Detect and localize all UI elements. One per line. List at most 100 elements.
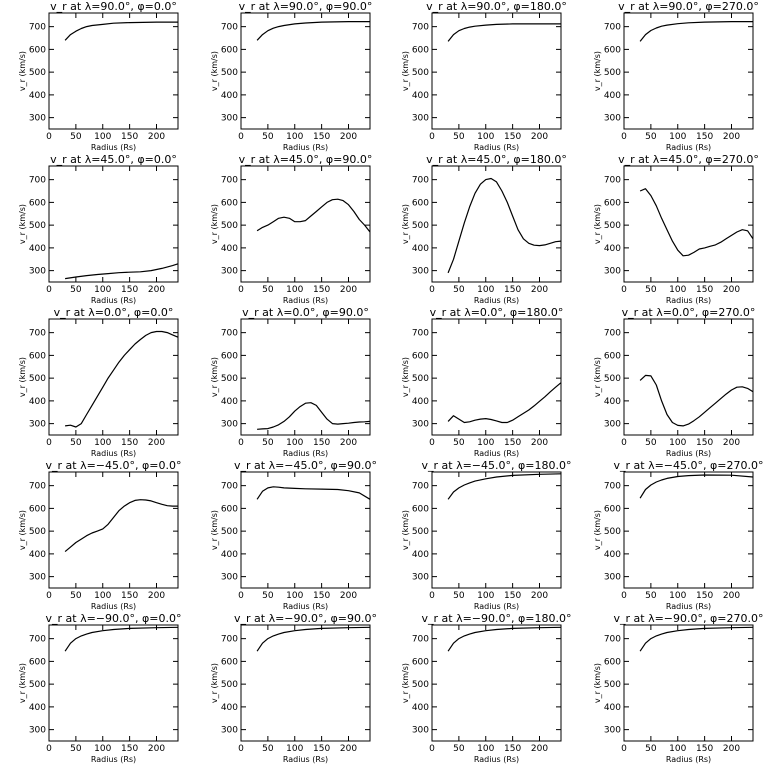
x-tick-label: 200: [723, 285, 740, 295]
x-axis-label: Radius (Rs): [283, 755, 328, 764]
x-tick-label: 100: [669, 132, 686, 142]
x-tick-label: 200: [723, 744, 740, 754]
x-tick-label: 200: [340, 591, 357, 601]
y-tick-label: 300: [604, 420, 621, 430]
x-tick-label: 0: [46, 591, 52, 601]
panel-title: v_r at λ=45.0°, φ=270.0°: [618, 153, 759, 166]
x-tick-label: 0: [621, 285, 627, 295]
y-axis-label: v_r (km/s): [593, 357, 602, 397]
y-axis-label: v_r (km/s): [401, 51, 410, 91]
plot-frame: [431, 624, 562, 742]
y-axis-label: v_r (km/s): [18, 663, 27, 703]
y-tick-label: 300: [604, 267, 621, 277]
y-tick-label: 600: [29, 198, 46, 208]
x-tick-label: 0: [238, 591, 244, 601]
series-line-1: [447, 23, 561, 42]
y-tick-label: 700: [604, 23, 621, 33]
x-tick-label: 100: [94, 438, 111, 448]
x-tick-label: 150: [313, 132, 330, 142]
y-tick-label: 600: [29, 657, 46, 667]
x-tick-label: 0: [429, 285, 435, 295]
y-tick-label: 500: [221, 680, 238, 690]
x-tick-label: 0: [621, 438, 627, 448]
plot-frame: [431, 471, 562, 589]
y-tick-label: 700: [604, 482, 621, 492]
x-tick-label: 50: [645, 132, 657, 142]
x-tick-label: 100: [286, 744, 303, 754]
y-tick-label: 700: [29, 329, 46, 339]
panel-11: v_r at λ=0.0°, φ=180.0° 0 50 100 150 200 300 40…: [401, 306, 563, 458]
x-tick-label: 100: [94, 591, 111, 601]
x-axis-label: Radius (Rs): [666, 602, 711, 611]
panel-title: v_r at λ=−90.0°, φ=180.0°: [422, 612, 572, 625]
x-tick-label: 100: [669, 744, 686, 754]
x-axis-label: Radius (Rs): [474, 602, 519, 611]
plot-frame: [240, 165, 371, 283]
panel-title: v_r at λ=−90.0°, φ=0.0°: [46, 612, 182, 625]
plot-frame: [240, 12, 371, 130]
y-axis-label: v_r (km/s): [593, 51, 602, 91]
y-tick-label: 600: [412, 45, 429, 55]
x-tick-label: 50: [70, 285, 82, 295]
y-tick-label: 400: [221, 550, 238, 560]
series-line-1: [639, 374, 754, 427]
x-tick-label: 200: [340, 744, 357, 754]
panel-9: v_r at λ=0.0°, φ=0.0° 0 50 100 150 200 300 400 5…: [18, 306, 179, 458]
y-tick-label: 300: [221, 114, 238, 124]
x-tick-label: 150: [696, 132, 713, 142]
x-tick-label: 150: [504, 132, 521, 142]
x-tick-label: 150: [696, 591, 713, 601]
panel-12: v_r at λ=0.0°, φ=270.0° 0 50 100 150 200 300 40…: [593, 306, 755, 458]
y-tick-label: 600: [604, 198, 621, 208]
y-tick-label: 400: [221, 397, 238, 407]
series-line-1: [256, 21, 370, 41]
panel-7: v_r at λ=45.0°, φ=180.0° 0 50 100 150 200 300 4…: [401, 153, 567, 305]
y-tick-label: 600: [604, 45, 621, 55]
plot-frame: [623, 318, 754, 436]
y-tick-label: 400: [412, 397, 429, 407]
x-tick-label: 150: [504, 591, 521, 601]
series-line-1: [64, 21, 178, 41]
y-tick-label: 600: [221, 351, 238, 361]
y-tick-label: 700: [412, 635, 429, 645]
y-axis-label: v_r (km/s): [593, 663, 602, 703]
panel-4: v_r at λ=90.0°, φ=270.0° 0 50 100 150 200 300 4…: [593, 0, 759, 152]
x-tick-label: 50: [262, 285, 274, 295]
x-tick-label: 200: [148, 132, 165, 142]
x-axis-label: Radius (Rs): [474, 755, 519, 764]
series-line-1: [64, 626, 179, 652]
x-tick-label: 50: [453, 591, 465, 601]
x-tick-label: 50: [70, 591, 82, 601]
x-tick-label: 150: [504, 744, 521, 754]
x-axis-label: Radius (Rs): [283, 143, 328, 152]
series-line-1: [65, 330, 179, 428]
x-tick-label: 0: [429, 591, 435, 601]
y-tick-label: 500: [412, 374, 429, 384]
x-tick-label: 100: [669, 285, 686, 295]
y-tick-label: 400: [29, 91, 46, 101]
y-tick-label: 300: [604, 573, 621, 583]
y-tick-label: 300: [221, 420, 238, 430]
x-tick-label: 200: [340, 285, 357, 295]
series-line-1: [65, 263, 179, 280]
y-tick-label: 400: [29, 703, 46, 713]
y-axis-label: v_r (km/s): [210, 357, 219, 397]
panel-14: v_r at λ=−45.0°, φ=90.0° 0 50 100 150 200 300 4…: [210, 459, 377, 611]
y-tick-label: 400: [221, 244, 238, 254]
panel-title: v_r at λ=−90.0°, φ=270.0°: [614, 612, 764, 625]
plot-frame: [240, 624, 371, 742]
x-tick-label: 100: [94, 744, 111, 754]
x-tick-label: 50: [453, 744, 465, 754]
x-tick-label: 200: [340, 438, 357, 448]
y-tick-label: 500: [221, 68, 238, 78]
y-tick-label: 300: [29, 573, 46, 583]
x-tick-label: 200: [531, 438, 548, 448]
panel-title: v_r at λ=0.0°, φ=90.0°: [242, 306, 369, 319]
y-tick-label: 600: [221, 45, 238, 55]
series-line-1: [639, 21, 753, 42]
x-tick-label: 0: [621, 744, 627, 754]
panel-title: v_r at λ=−45.0°, φ=270.0°: [614, 459, 764, 472]
x-axis-label: Radius (Rs): [474, 449, 519, 458]
x-tick-label: 50: [70, 438, 82, 448]
x-tick-label: 200: [531, 132, 548, 142]
